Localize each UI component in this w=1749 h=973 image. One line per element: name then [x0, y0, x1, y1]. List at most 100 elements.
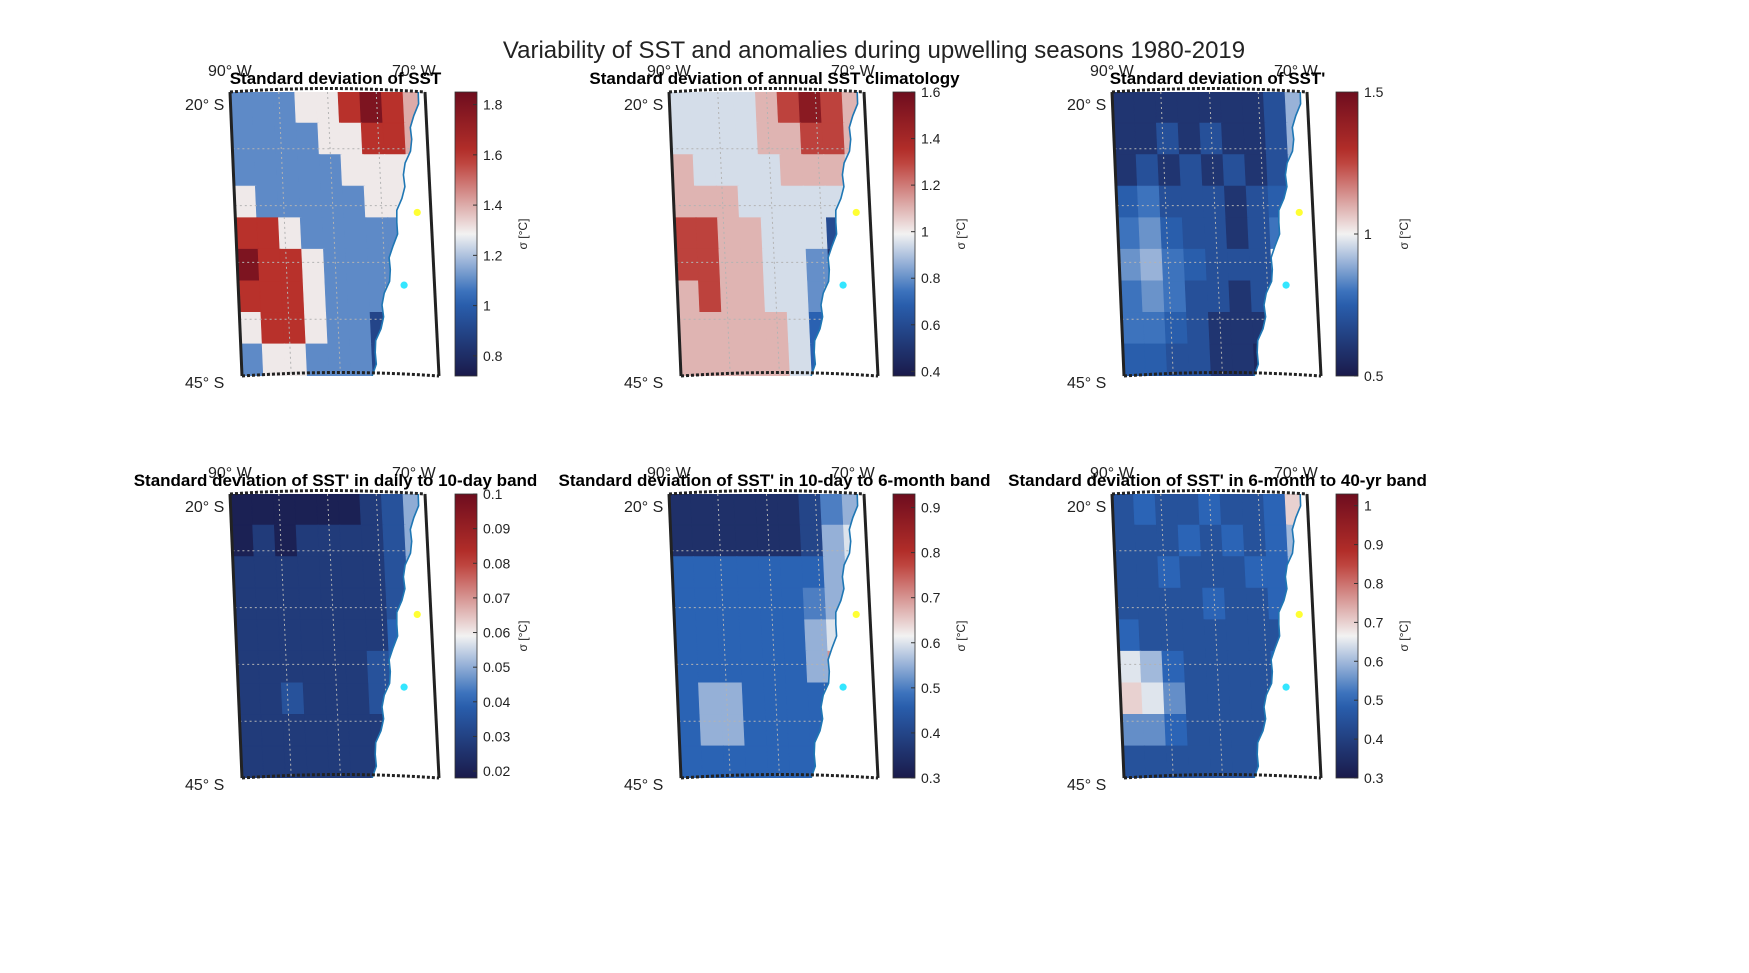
heatmap-cell: [695, 217, 721, 251]
station-marker-north: [1295, 208, 1303, 217]
heatmap-cell: [1228, 280, 1254, 314]
heatmap-cell: [366, 248, 392, 283]
heatmap-cell: [1136, 587, 1162, 622]
heatmap-cell: [719, 682, 745, 716]
heatmap-cell: [714, 556, 739, 590]
heatmap-cell: [691, 122, 716, 156]
heatmap-cell: [798, 494, 823, 527]
heatmap-cell: [260, 713, 286, 748]
heatmap-cell: [1113, 154, 1139, 188]
lat-label-south: 45° S: [624, 777, 663, 794]
heatmap-cell: [252, 524, 277, 559]
heatmap-cell: [380, 92, 406, 125]
panel-title: Standard deviation of SST: [230, 69, 442, 88]
heatmap-cell: [295, 524, 321, 559]
heatmap-cell: [250, 494, 276, 527]
heatmap-cell: [362, 556, 387, 590]
heatmap-cell: [344, 650, 370, 685]
heatmap-cell: [1158, 185, 1184, 220]
heatmap-cell: [294, 494, 319, 527]
map-frame-east: [1305, 493, 1323, 779]
heatmap-cell: [718, 248, 744, 283]
heatmap-cell: [1116, 217, 1142, 251]
heatmap-cell: [805, 248, 831, 283]
heatmap-cell: [737, 185, 763, 220]
heatmap-cell: [1141, 682, 1166, 716]
heatmap-cell: [798, 92, 823, 125]
colorbar-tick-label: 0.5: [1364, 368, 1384, 384]
colorbar-tick-label: 0.08: [483, 555, 510, 571]
heatmap-cell: [1200, 556, 1226, 590]
heatmap-cell: [317, 122, 343, 156]
heatmap-cell: [1161, 248, 1187, 283]
coastline: [371, 494, 420, 778]
heatmap-cell: [756, 122, 782, 156]
heatmap-cell: [347, 311, 373, 346]
lon-label-west: 90° W: [647, 63, 692, 80]
heatmap-cell: [318, 556, 344, 590]
station-marker-south: [1282, 683, 1290, 691]
lat-label-south: 45° S: [185, 375, 224, 392]
heatmap-cell: [776, 92, 802, 125]
heatmap-cell: [821, 524, 847, 559]
station-marker-north: [852, 610, 860, 619]
map-frame-west: [228, 91, 244, 377]
heatmap-cell: [301, 248, 327, 283]
heatmap-cell: [1138, 619, 1164, 653]
heatmap-cell: [1242, 524, 1268, 559]
heatmap-cell: [715, 185, 741, 220]
colorbar-tick-label: 0.07: [483, 590, 510, 606]
coastline: [810, 494, 859, 778]
heatmap-cell: [762, 248, 787, 283]
heatmap-cell: [230, 92, 254, 125]
colorbar-tick-label: 0.02: [483, 763, 510, 779]
heatmap-cell: [1112, 92, 1136, 125]
colorbar: 0.3 0.4 0.5 0.6 0.7 0.8 0.9 σ [°C]: [892, 493, 968, 786]
colorbar-tick-label: 1.2: [921, 177, 941, 193]
meridian-line: [717, 92, 731, 376]
colorbar-tick-label: 0.5: [1364, 692, 1384, 708]
colorbar-tick-label: 1.6: [921, 84, 941, 100]
heatmap-cell: [1138, 217, 1164, 251]
lat-label-south: 45° S: [1067, 375, 1106, 392]
heatmap-cell: [1187, 343, 1213, 376]
colorbar-tick-label: 1.4: [483, 197, 503, 213]
panel-title: Standard deviation of SST': [1110, 69, 1326, 88]
colorbar-tick-label: 0.4: [921, 725, 941, 741]
heatmap-cell: [1225, 217, 1251, 251]
heatmap-cell: [273, 122, 299, 156]
colorbar-tick-label: 0.3: [1364, 770, 1384, 786]
colorbar-tick-label: 0.03: [483, 728, 510, 744]
heatmap-cell: [696, 650, 722, 685]
colorbar-tick-label: 1: [1364, 498, 1372, 514]
heatmap-cell: [254, 185, 280, 220]
map-frame-west: [1110, 493, 1126, 779]
heatmap-cell: [234, 217, 260, 251]
heatmap-cell: [783, 650, 809, 685]
heatmap-cell: [340, 556, 366, 590]
heatmap-cell: [766, 745, 792, 778]
heatmap-cell: [1245, 587, 1271, 622]
heatmap-cell: [318, 154, 344, 188]
heatmap-cell: [1115, 587, 1140, 622]
heatmap-cell: [674, 248, 700, 283]
station-marker-south: [1282, 281, 1290, 289]
heatmap-cell: [1248, 650, 1274, 685]
meridian-line: [1160, 92, 1174, 376]
heatmap-cell: [1120, 713, 1146, 748]
heatmap-cell: [1112, 122, 1138, 156]
heatmap-cell: [698, 682, 723, 716]
heatmap-cell: [736, 154, 761, 188]
panel-1: 90° W 70° W 20° S 45° S Standard deviation o…: [185, 63, 530, 392]
heatmap-cell: [253, 556, 279, 590]
heatmap-cell: [1209, 745, 1235, 778]
heatmap-cell: [1184, 280, 1210, 314]
panel-title: Standard deviation of SST' in 6-month to…: [1008, 471, 1427, 490]
heatmap-cell: [298, 587, 324, 622]
map-frame-north: [229, 489, 426, 496]
heatmap-cell: [801, 154, 826, 188]
heatmap-cell: [692, 154, 718, 188]
colorbar-tick-label: 0.8: [1364, 575, 1384, 591]
colorbar-tick-label: 1.2: [483, 247, 503, 263]
heatmap-cell: [1200, 154, 1226, 188]
